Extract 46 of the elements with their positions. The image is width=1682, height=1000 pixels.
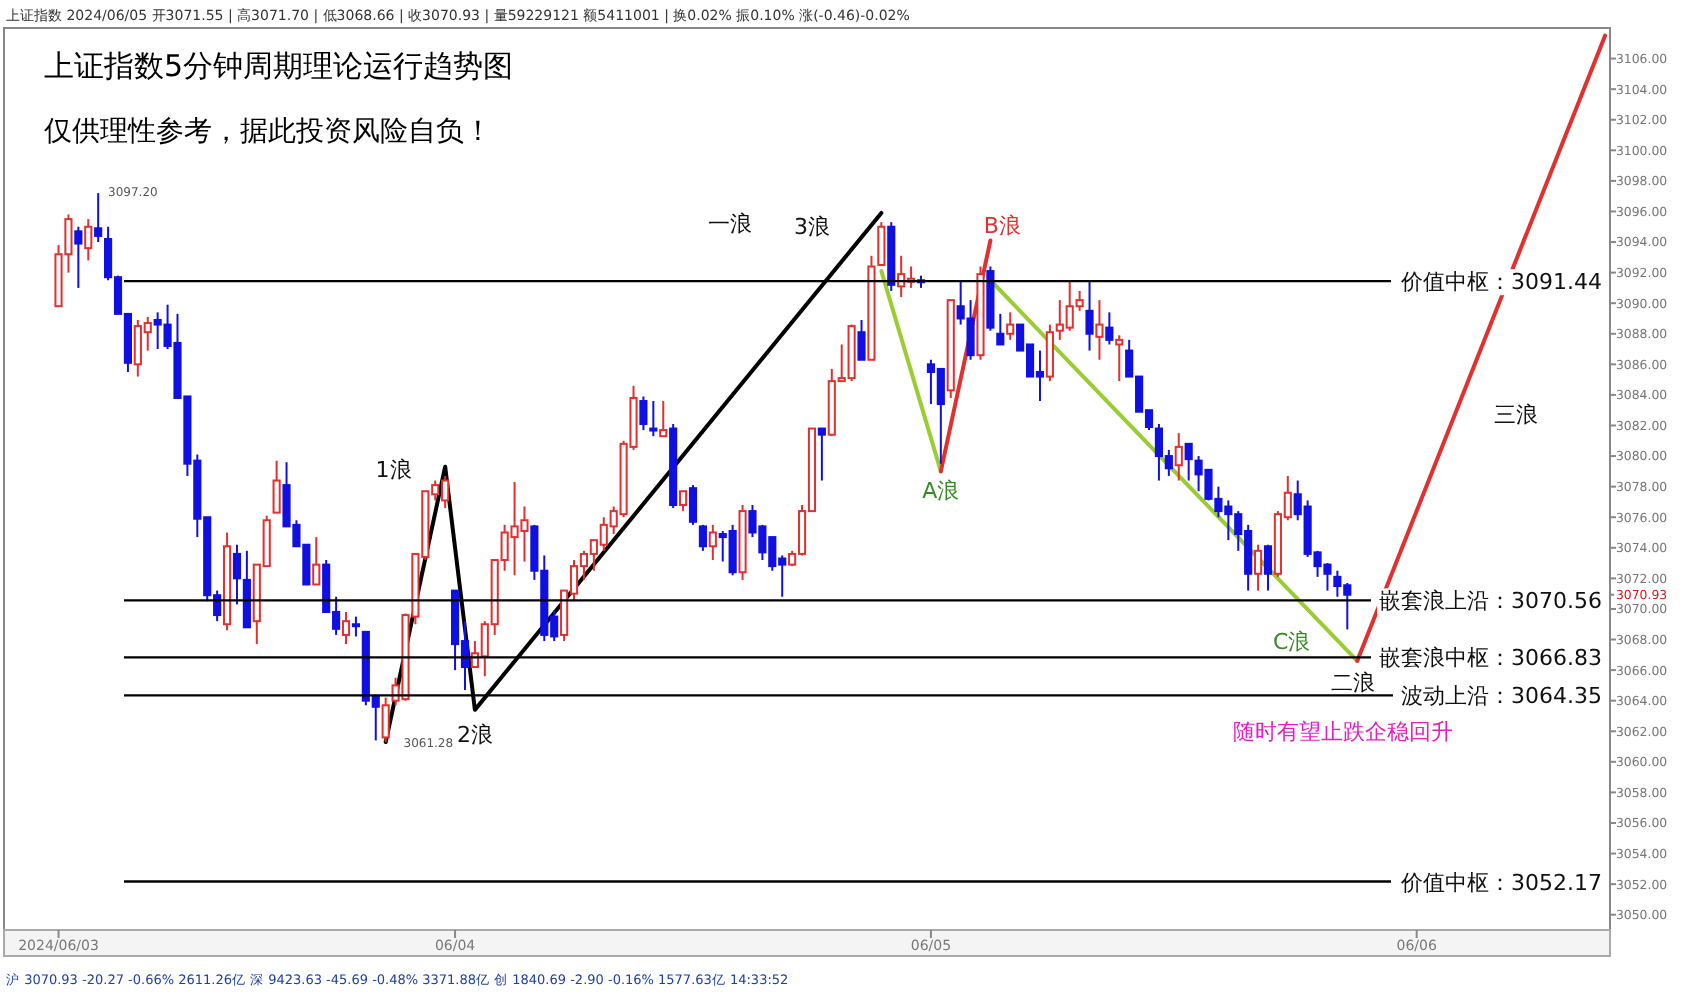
- candlestick: [312, 536, 321, 586]
- candlestick: [1006, 311, 1015, 341]
- candlestick: [1105, 311, 1114, 346]
- candlestick: [1095, 299, 1104, 361]
- candlestick: [679, 490, 688, 513]
- candlestick: [1184, 442, 1193, 482]
- candlestick: [1174, 432, 1183, 482]
- ref-line-label: 嵌套浪中枢：3066.83: [1379, 645, 1602, 672]
- annotation: 一浪: [707, 211, 752, 238]
- annotation: 二浪: [1331, 669, 1376, 696]
- candlestick: [232, 543, 242, 606]
- candlestick: [639, 395, 648, 432]
- candlestick: [698, 523, 707, 552]
- candlestick: [1115, 334, 1124, 383]
- annotation: 2浪: [456, 721, 493, 748]
- candlestick: [242, 549, 251, 629]
- annotation: 1浪: [375, 457, 412, 484]
- candlestick: [381, 696, 390, 744]
- text: 上证指数5分钟周期理论运行趋势图: [44, 48, 514, 84]
- ref-line-label: 嵌套浪上沿：3070.56: [1379, 588, 1602, 615]
- candlestick: [817, 427, 826, 482]
- annotation: C浪: [1273, 628, 1311, 655]
- candlestick: [272, 459, 281, 514]
- candlestick: [1253, 543, 1263, 592]
- candlestick: [1263, 543, 1273, 592]
- candlestick: [688, 484, 698, 526]
- candlestick: [708, 523, 717, 562]
- candlestick: [341, 611, 351, 646]
- annotation: B浪: [983, 212, 1021, 239]
- text: 仅供理性参考，据此投资风险自负！: [44, 116, 492, 148]
- candlestick: [74, 225, 83, 289]
- ref-line-label: 波动上沿：3064.35: [1401, 683, 1602, 710]
- annotation: 随时有望止跌企稳回升: [1233, 718, 1454, 745]
- candlestick: [94, 192, 103, 244]
- ref-line-label: 价值中枢：3052.17: [1399, 869, 1602, 896]
- annotation: A浪: [922, 477, 960, 504]
- candlestick: [857, 319, 866, 361]
- candlestick: [1085, 280, 1094, 352]
- candlestick: [84, 218, 93, 262]
- annotation: 三浪: [1493, 402, 1538, 429]
- annotation: 3浪: [793, 214, 830, 241]
- candlestick: [659, 400, 668, 438]
- candlestick: [996, 312, 1005, 346]
- candlestick: [649, 400, 658, 438]
- candlestick: [351, 615, 360, 638]
- ref-line-label: 价值中枢：3091.44: [1399, 269, 1602, 296]
